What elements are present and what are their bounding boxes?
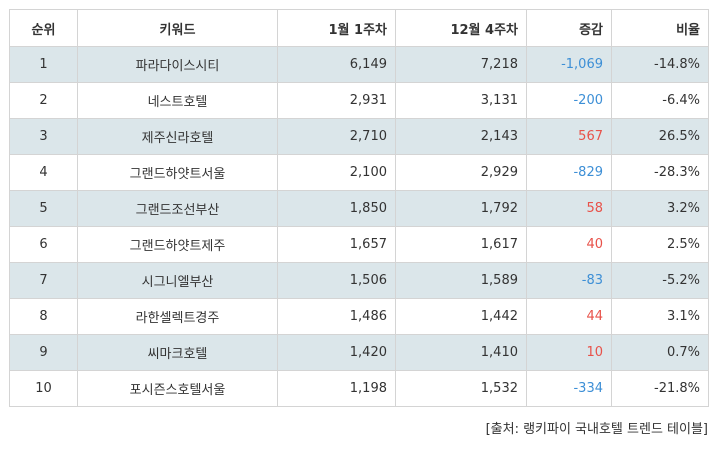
table-row: 9 씨마크호텔 1,420 1,410 10 0.7% [9, 334, 709, 371]
keyword-cell: 그랜드조선부산 [77, 190, 278, 227]
ratio-cell: -6.4% [611, 82, 709, 119]
change-cell: 58 [526, 190, 612, 227]
change-cell: -334 [526, 370, 612, 407]
dec-week4-cell: 1,617 [395, 226, 527, 263]
ratio-cell: -21.8% [611, 370, 709, 407]
header-dec-week4: 12월 4주차 [395, 9, 527, 47]
jan-week1-cell: 1,486 [277, 298, 396, 335]
header-change: 증감 [526, 9, 612, 47]
change-cell: 10 [526, 334, 612, 371]
header-keyword: 키워드 [77, 9, 278, 47]
change-cell: -829 [526, 154, 612, 191]
rank-cell: 4 [9, 154, 78, 191]
jan-week1-cell: 2,931 [277, 82, 396, 119]
table-row: 1 파라다이스시티 6,149 7,218 -1,069 -14.8% [9, 46, 709, 83]
table-row: 2 네스트호텔 2,931 3,131 -200 -6.4% [9, 82, 709, 119]
keyword-cell: 씨마크호텔 [77, 334, 278, 371]
ratio-cell: -5.2% [611, 262, 709, 299]
keyword-cell: 그랜드하얏트제주 [77, 226, 278, 263]
ratio-cell: 3.2% [611, 190, 709, 227]
keyword-ranking-table: 순위 키워드 1월 1주차 12월 4주차 증감 비율 1 파라다이스시티 6,14… [9, 9, 709, 407]
dec-week4-cell: 3,131 [395, 82, 527, 119]
table-row: 4 그랜드하얏트서울 2,100 2,929 -829 -28.3% [9, 154, 709, 191]
change-cell: -1,069 [526, 46, 612, 83]
table-row: 7 시그니엘부산 1,506 1,589 -83 -5.2% [9, 262, 709, 299]
keyword-cell: 제주신라호텔 [77, 118, 278, 155]
header-jan-week1: 1월 1주차 [277, 9, 396, 47]
rank-cell: 9 [9, 334, 78, 371]
dec-week4-cell: 2,929 [395, 154, 527, 191]
rank-cell: 1 [9, 46, 78, 83]
rank-cell: 2 [9, 82, 78, 119]
jan-week1-cell: 2,100 [277, 154, 396, 191]
dec-week4-cell: 7,218 [395, 46, 527, 83]
jan-week1-cell: 1,420 [277, 334, 396, 371]
table-row: 10 포시즌스호텔서울 1,198 1,532 -334 -21.8% [9, 370, 709, 407]
rank-cell: 6 [9, 226, 78, 263]
rank-cell: 10 [9, 370, 78, 407]
ratio-cell: 0.7% [611, 334, 709, 371]
change-cell: 567 [526, 118, 612, 155]
change-cell: 44 [526, 298, 612, 335]
keyword-cell: 네스트호텔 [77, 82, 278, 119]
source-note: [출처: 랭키파이 국내호텔 트렌드 테이블] [485, 422, 708, 437]
header-rank: 순위 [9, 9, 78, 47]
ratio-cell: 3.1% [611, 298, 709, 335]
keyword-cell: 파라다이스시티 [77, 46, 278, 83]
change-cell: -83 [526, 262, 612, 299]
rank-cell: 7 [9, 262, 78, 299]
ratio-cell: 2.5% [611, 226, 709, 263]
keyword-cell: 시그니엘부산 [77, 262, 278, 299]
ratio-cell: -14.8% [611, 46, 709, 83]
jan-week1-cell: 2,710 [277, 118, 396, 155]
table-row: 5 그랜드조선부산 1,850 1,792 58 3.2% [9, 190, 709, 227]
table-body: 1 파라다이스시티 6,149 7,218 -1,069 -14.8% 2 네스트호텔 2,93… [9, 46, 709, 407]
keyword-cell: 그랜드하얏트서울 [77, 154, 278, 191]
dec-week4-cell: 1,532 [395, 370, 527, 407]
jan-week1-cell: 1,198 [277, 370, 396, 407]
header-ratio: 비율 [611, 9, 709, 47]
change-cell: 40 [526, 226, 612, 263]
table-header-row: 순위 키워드 1월 1주차 12월 4주차 증감 비율 [9, 9, 709, 47]
dec-week4-cell: 1,410 [395, 334, 527, 371]
keyword-cell: 포시즌스호텔서울 [77, 370, 278, 407]
dec-week4-cell: 1,442 [395, 298, 527, 335]
jan-week1-cell: 1,850 [277, 190, 396, 227]
rank-cell: 3 [9, 118, 78, 155]
table-row: 8 라한셀렉트경주 1,486 1,442 44 3.1% [9, 298, 709, 335]
rank-cell: 8 [9, 298, 78, 335]
dec-week4-cell: 1,589 [395, 262, 527, 299]
table-row: 6 그랜드하얏트제주 1,657 1,617 40 2.5% [9, 226, 709, 263]
dec-week4-cell: 1,792 [395, 190, 527, 227]
change-cell: -200 [526, 82, 612, 119]
ratio-cell: 26.5% [611, 118, 709, 155]
keyword-cell: 라한셀렉트경주 [77, 298, 278, 335]
ratio-cell: -28.3% [611, 154, 709, 191]
table-row: 3 제주신라호텔 2,710 2,143 567 26.5% [9, 118, 709, 155]
jan-week1-cell: 1,657 [277, 226, 396, 263]
jan-week1-cell: 1,506 [277, 262, 396, 299]
dec-week4-cell: 2,143 [395, 118, 527, 155]
rank-cell: 5 [9, 190, 78, 227]
jan-week1-cell: 6,149 [277, 46, 396, 83]
